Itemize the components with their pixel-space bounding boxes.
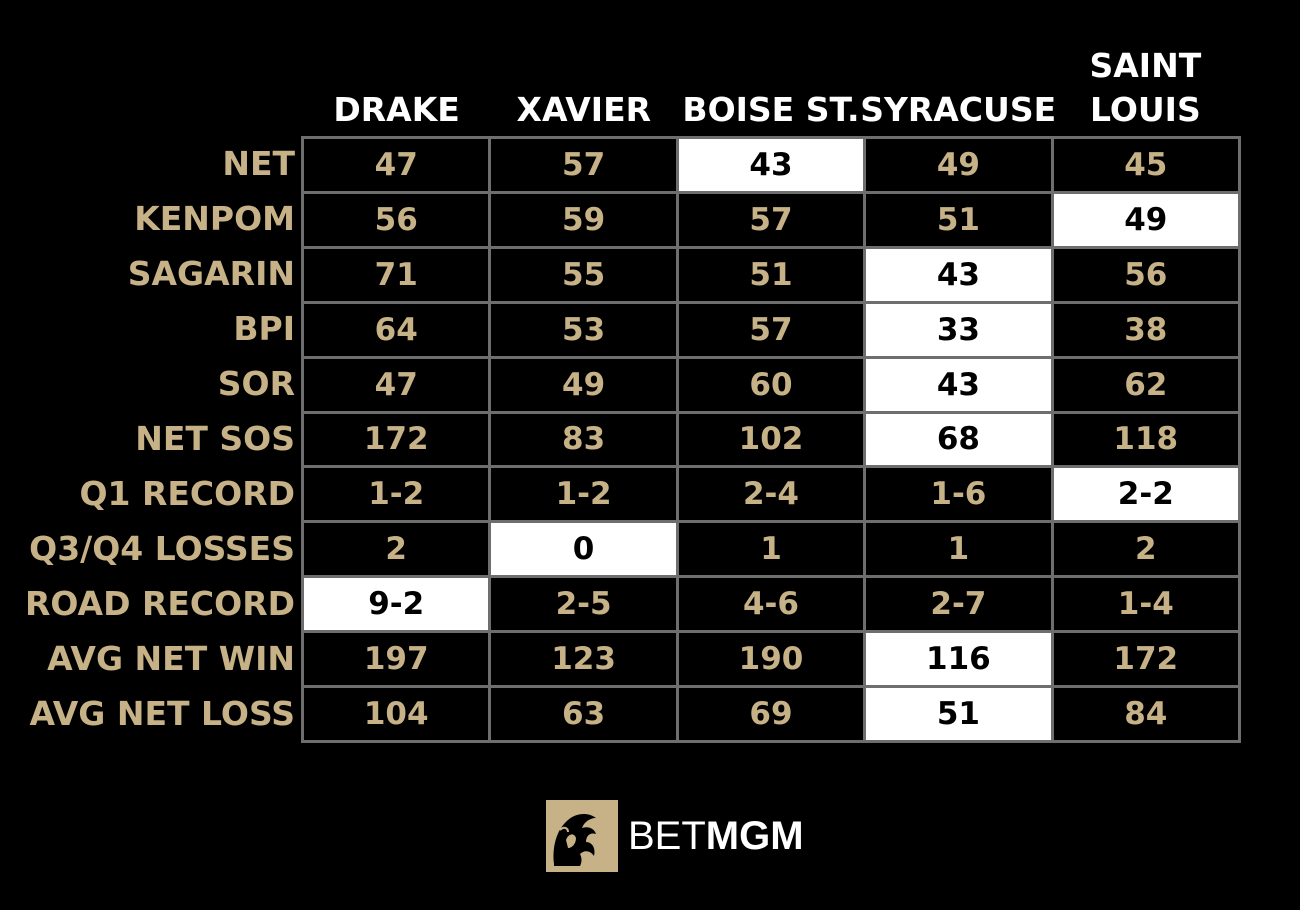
row-label: SOR — [217, 364, 295, 403]
table-cell: 1-2 — [304, 468, 489, 521]
row-labels: NET KENPOM SAGARIN BPI SOR NET SOS Q1 RECORD Q3… — [0, 136, 295, 741]
table-cell: 172 — [304, 413, 489, 466]
column-header: DRAKE — [333, 90, 460, 129]
table-cell: 83 — [491, 413, 676, 466]
table-cell-best: 9-2 — [304, 578, 489, 631]
row-label: AVG NET WIN — [47, 639, 295, 678]
row-label: SAGARIN — [127, 254, 295, 293]
column-headers: DRAKE XAVIER BOISE ST. SYRACUSE SAINT LOUIS — [303, 40, 1239, 132]
table-cell: 118 — [1053, 413, 1238, 466]
table-cell-best: 0 — [491, 523, 676, 576]
column-header: XAVIER — [516, 90, 652, 129]
table-cell: 51 — [866, 193, 1051, 246]
table-cell: 49 — [866, 139, 1051, 191]
table-cell: 1-4 — [1053, 578, 1238, 631]
column-header: SAINT LOUIS — [1089, 46, 1202, 129]
table-cell: 4-6 — [678, 578, 864, 631]
row-label: ROAD RECORD — [24, 584, 295, 623]
comparison-table: 47 57 43 49 45 56 59 57 51 49 71 55 51 43 56 64 53 57 33 38… — [301, 136, 1241, 743]
table-cell: 63 — [491, 688, 676, 740]
table-cell: 2 — [1053, 523, 1238, 576]
table-cell: 2-4 — [678, 468, 864, 521]
table-cell: 123 — [491, 633, 676, 686]
row-label: KENPOM — [134, 199, 295, 238]
table-cell: 60 — [678, 358, 864, 411]
table-cell-best: 49 — [1053, 193, 1238, 246]
table-cell: 56 — [1053, 248, 1238, 301]
row-label: Q3/Q4 LOSSES — [29, 529, 295, 568]
table-cell: 197 — [304, 633, 489, 686]
table-cell: 64 — [304, 303, 489, 356]
logo-text-mgm: MGM — [705, 813, 804, 858]
column-header: BOISE ST. — [682, 90, 860, 129]
table-cell-best: 51 — [866, 688, 1051, 740]
table-cell: 57 — [678, 193, 864, 246]
table-cell-best: 43 — [678, 139, 864, 191]
table-cell: 172 — [1053, 633, 1238, 686]
table-cell: 59 — [491, 193, 676, 246]
table-cell: 53 — [491, 303, 676, 356]
table-cell: 2-5 — [491, 578, 676, 631]
table-cell-best: 2-2 — [1053, 468, 1238, 521]
table-cell: 38 — [1053, 303, 1238, 356]
table-cell-best: 33 — [866, 303, 1051, 356]
table-cell: 56 — [304, 193, 489, 246]
table-cell: 1 — [678, 523, 864, 576]
table-cell: 47 — [304, 139, 489, 191]
table-cell-best: 43 — [866, 248, 1051, 301]
table-cell: 1-6 — [866, 468, 1051, 521]
table-cell: 49 — [491, 358, 676, 411]
row-label: AVG NET LOSS — [29, 694, 295, 733]
row-label: Q1 RECORD — [79, 474, 295, 513]
row-label: NET SOS — [135, 419, 295, 458]
table-cell: 84 — [1053, 688, 1238, 740]
table-cell: 55 — [491, 248, 676, 301]
table-cell: 47 — [304, 358, 489, 411]
table-cell: 1 — [866, 523, 1051, 576]
table-cell: 2-7 — [866, 578, 1051, 631]
table-cell: 71 — [304, 248, 489, 301]
logo-wordmark: BETMGM — [628, 814, 804, 859]
table-cell: 1-2 — [491, 468, 676, 521]
table-cell: 57 — [678, 303, 864, 356]
table-cell: 62 — [1053, 358, 1238, 411]
table-cell: 57 — [491, 139, 676, 191]
column-header: SYRACUSE — [860, 90, 1057, 129]
lion-icon — [546, 800, 618, 872]
table-cell: 104 — [304, 688, 489, 740]
table-cell: 51 — [678, 248, 864, 301]
table-cell: 45 — [1053, 139, 1238, 191]
table-cell: 190 — [678, 633, 864, 686]
logo-text-bet: BET — [628, 813, 706, 858]
table-cell: 102 — [678, 413, 864, 466]
row-label: BPI — [233, 309, 295, 348]
table-cell-best: 68 — [866, 413, 1051, 466]
table-cell: 2 — [304, 523, 489, 576]
table-cell: 69 — [678, 688, 864, 740]
betmgm-logo: BETMGM — [546, 800, 804, 872]
table-cell-best: 116 — [866, 633, 1051, 686]
row-label: NET — [222, 144, 295, 183]
table-cell-best: 43 — [866, 358, 1051, 411]
